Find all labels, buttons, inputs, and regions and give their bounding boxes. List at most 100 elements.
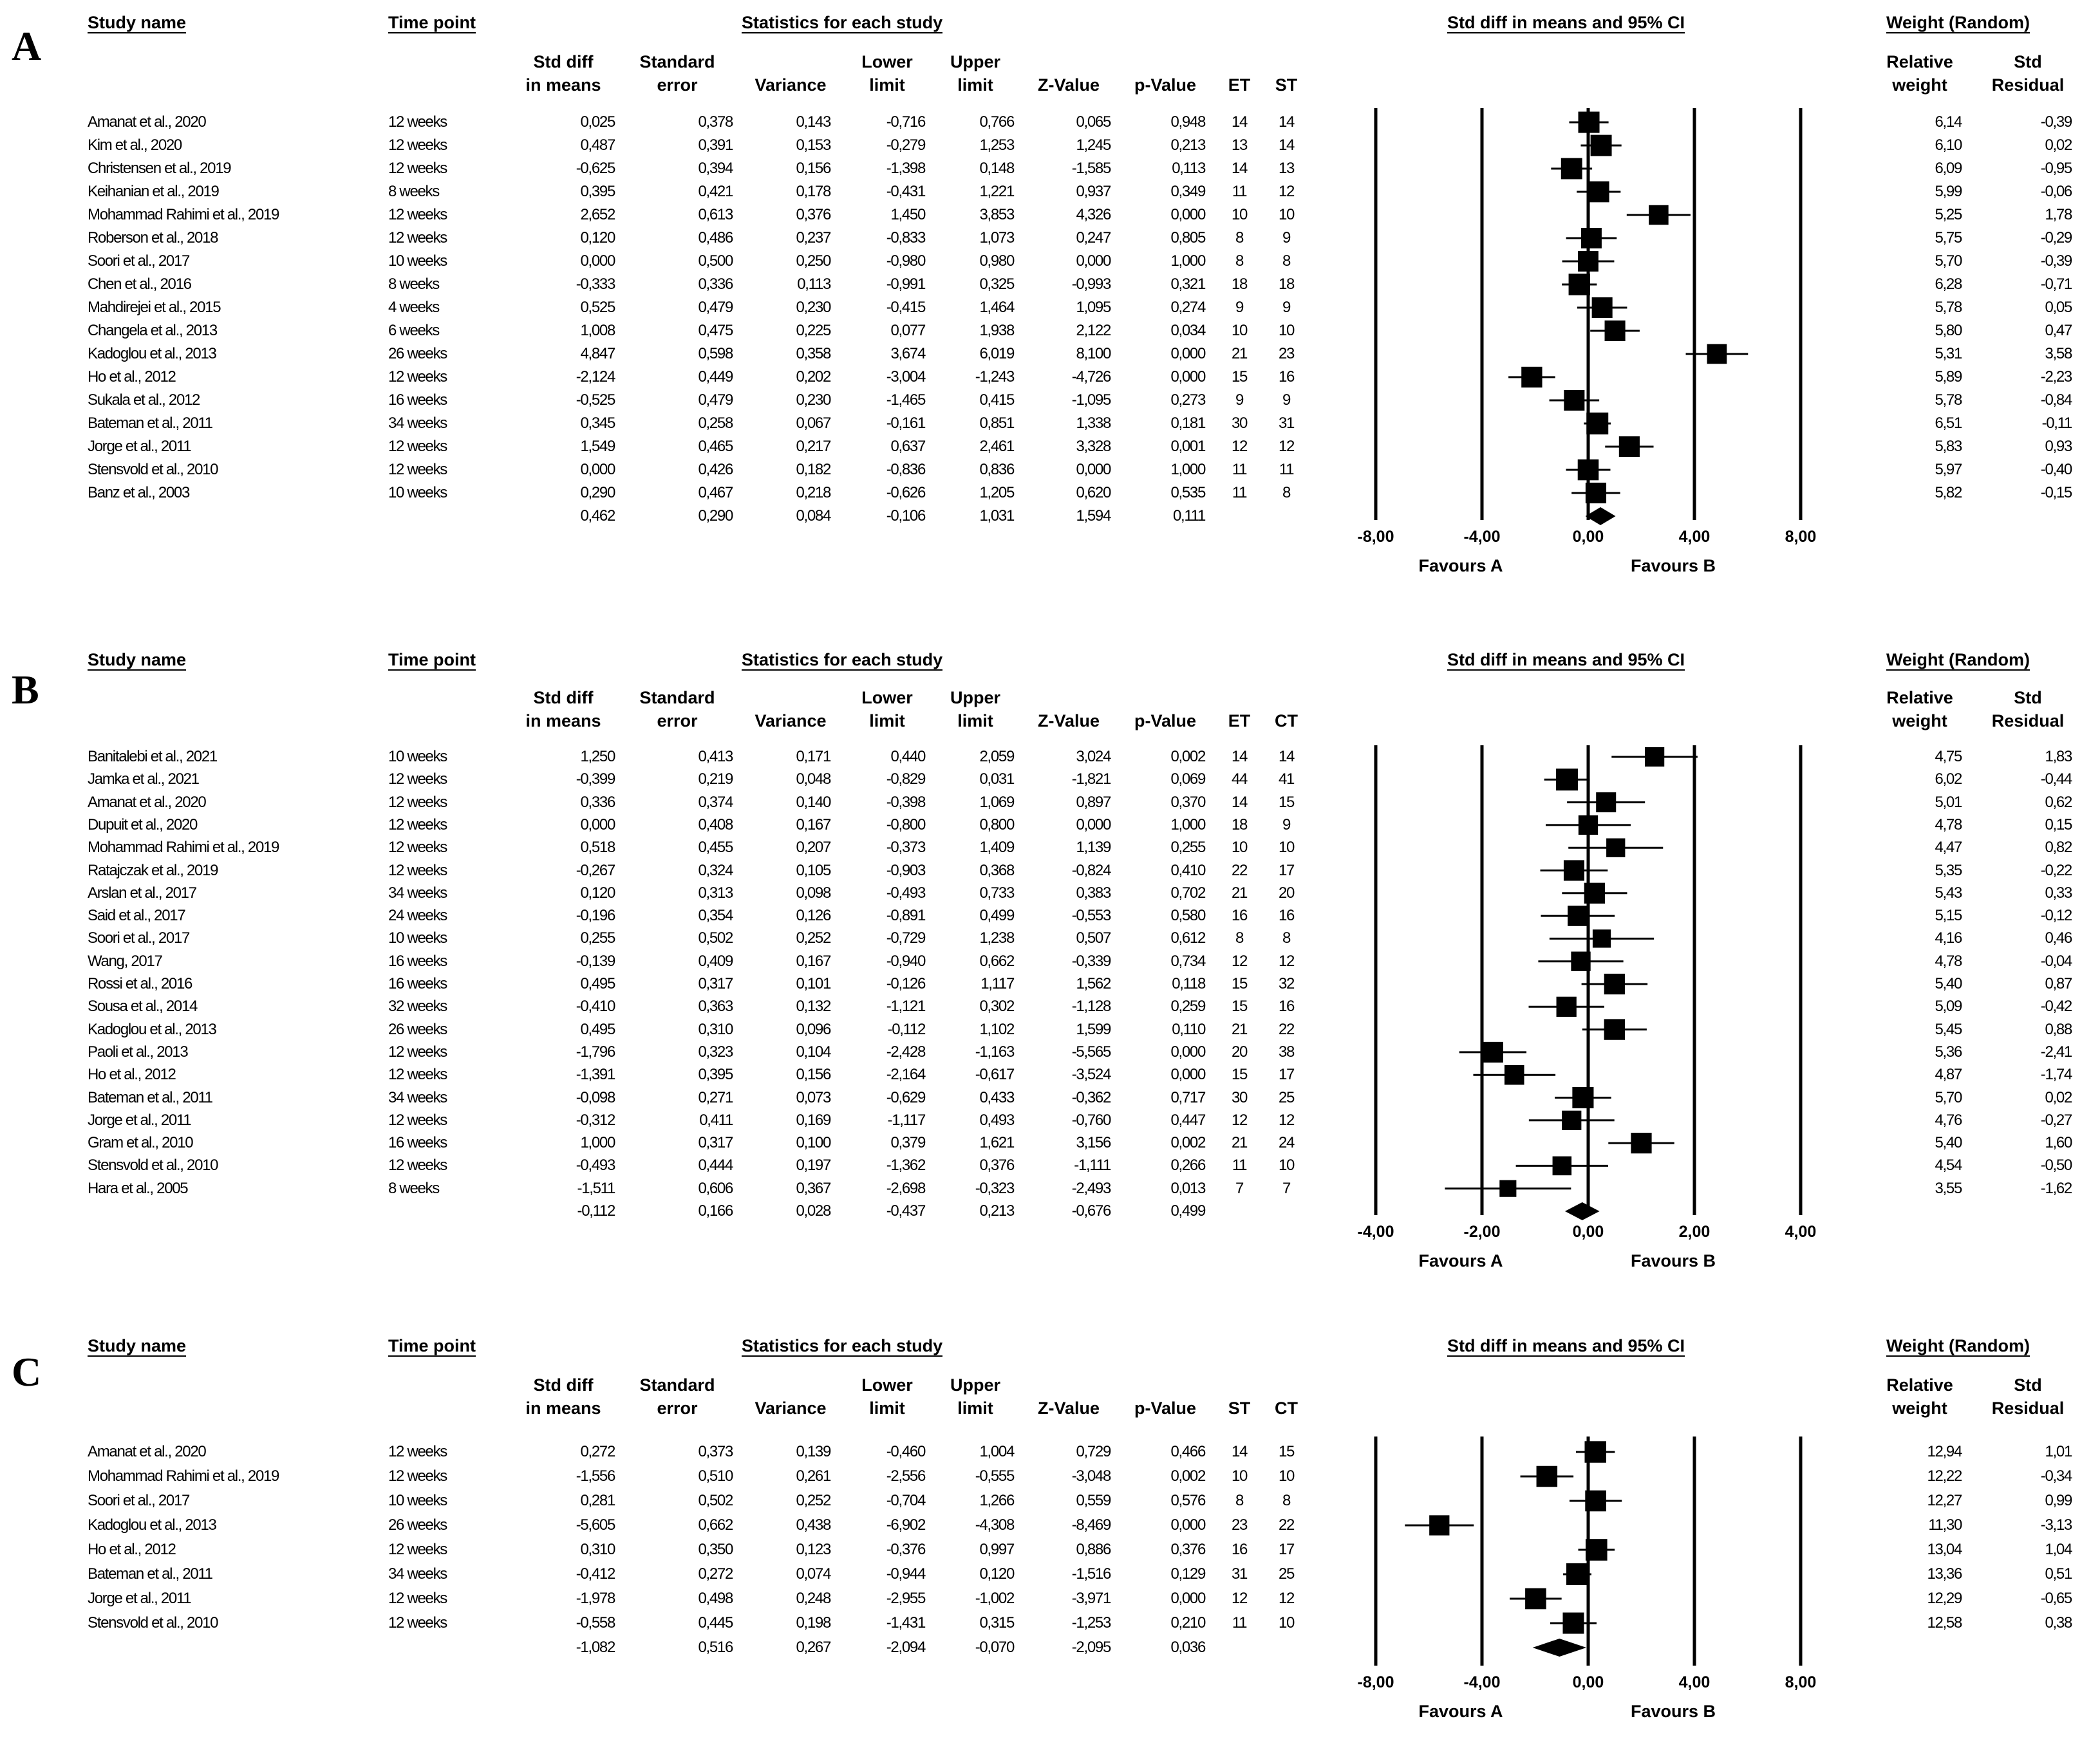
study-lo-value: -1,398: [886, 160, 926, 177]
study-res-value: -0,34: [2040, 1467, 2073, 1485]
column-header-line: Std: [2014, 688, 2042, 707]
column-header-var: Variance: [733, 73, 848, 97]
summary-var-value: 0,267: [796, 1639, 831, 1656]
study-z-value: -1,095: [1071, 391, 1112, 409]
column-header-line: Relative: [1886, 1375, 1953, 1395]
effect-square: [1588, 181, 1609, 203]
study-var-value: 0,367: [796, 1179, 831, 1197]
summary-se-value: 0,166: [698, 1202, 733, 1220]
study-se-value: 0,502: [698, 929, 733, 947]
statistics-header: Statistics for each study: [742, 13, 943, 33]
study-hi-value: 0,851: [979, 414, 1015, 432]
study-n2-value: 12: [1278, 1590, 1295, 1607]
study-hi-value: -1,002: [975, 1590, 1015, 1607]
study-res-value: -0,39: [2040, 113, 2073, 131]
study-z-value: 1,095: [1076, 299, 1111, 316]
study-var-value: 0,261: [796, 1467, 831, 1485]
study-n1-value: 30: [1231, 1088, 1248, 1106]
study-p-value: 0,034: [1170, 322, 1206, 339]
study-hi-value: 2,059: [979, 748, 1015, 765]
study-lo-value: -0,991: [886, 275, 926, 293]
study-hi-value: 0,315: [979, 1614, 1015, 1632]
time-point: 12 weeks: [388, 1111, 447, 1129]
study-var-value: 0,143: [796, 113, 831, 131]
study-var-value: 0,225: [796, 322, 831, 339]
study-n2-value: 8: [1282, 929, 1291, 947]
study-smd-value: 0,120: [580, 884, 615, 902]
study-z-value: 1,139: [1076, 839, 1111, 857]
column-header-z: Z-Value: [1011, 709, 1127, 732]
study-res-value: -0,15: [2040, 484, 2073, 501]
study-z-value: 0,729: [1076, 1443, 1111, 1460]
column-header-line: Std: [2014, 52, 2042, 71]
study-hi-value: -0,323: [975, 1179, 1015, 1197]
study-se-value: 0,323: [698, 1043, 733, 1061]
effect-square: [1564, 389, 1585, 411]
study-name: Mahdirejei et al., 2015: [88, 299, 221, 316]
study-p-value: 0,213: [1170, 136, 1206, 154]
column-header-line: Z-Value: [1037, 711, 1100, 730]
study-lo-value: -0,161: [886, 414, 926, 432]
study-smd-value: 0,336: [580, 793, 615, 811]
study-se-value: 0,475: [698, 322, 733, 339]
axis-tick-label: -8,00: [1358, 528, 1394, 546]
summary-hi-value: -0,070: [975, 1639, 1015, 1656]
column-header-smd: Std diff in means: [505, 50, 621, 97]
effect-square: [1618, 436, 1640, 458]
study-se-value: 0,350: [698, 1541, 733, 1558]
study-p-value: 0,948: [1170, 113, 1206, 131]
axis-tick-label: -4,00: [1358, 1223, 1394, 1241]
study-w-value: 12,94: [1927, 1443, 1962, 1460]
column-header-line: limit: [869, 75, 905, 95]
study-w-value: 6,14: [1935, 113, 1962, 131]
study-lo-value: -0,836: [886, 461, 926, 478]
study-z-value: 8,100: [1076, 345, 1111, 362]
time-point: 24 weeks: [388, 907, 447, 925]
column-header-line: Lower: [861, 1375, 913, 1395]
study-se-value: 0,421: [698, 183, 733, 200]
study-z-value: -0,760: [1071, 1111, 1112, 1129]
study-var-value: 0,230: [796, 391, 831, 409]
study-n2-value: 22: [1278, 1516, 1295, 1534]
study-smd-value: -0,196: [576, 907, 616, 925]
column-header-line: weight: [1892, 75, 1947, 95]
study-name: Banitalebi et al., 2021: [88, 748, 218, 765]
study-name: Kadoglou et al., 2013: [88, 345, 217, 362]
study-res-value: -0,04: [2040, 952, 2073, 970]
favours-left-label: Favours A: [1418, 1251, 1503, 1270]
effect-square: [1556, 996, 1577, 1017]
study-hi-value: 0,766: [979, 113, 1015, 131]
axis-tick-label: 4,00: [1679, 1673, 1711, 1691]
study-z-value: -3,971: [1071, 1590, 1112, 1607]
study-p-value: 0,000: [1170, 1066, 1206, 1084]
study-smd-value: -0,525: [576, 391, 616, 409]
study-var-value: 0,182: [796, 461, 831, 478]
study-var-value: 0,252: [796, 929, 831, 947]
column-header-se: Standard error: [619, 50, 735, 97]
effect-square: [1429, 1515, 1450, 1536]
study-lo-value: -0,944: [886, 1565, 926, 1583]
column-header-line: in means: [525, 75, 601, 95]
summary-var-value: 0,028: [796, 1202, 831, 1220]
column-header-line: Std diff: [533, 1375, 594, 1395]
summary-lo-value: -0,106: [886, 507, 926, 525]
study-smd-value: 0,290: [580, 484, 615, 501]
study-se-value: 0,510: [698, 1467, 733, 1485]
study-var-value: 0,250: [796, 252, 831, 270]
study-smd-value: 0,000: [580, 461, 615, 478]
study-hi-value: 1,464: [979, 299, 1015, 316]
study-se-value: 0,449: [698, 368, 733, 386]
study-n1-value: 44: [1231, 770, 1248, 788]
study-n2-value: 25: [1278, 1088, 1295, 1106]
study-se-value: 0,394: [698, 160, 733, 177]
study-w-value: 5,15: [1935, 907, 1962, 925]
study-n2-value: 32: [1278, 975, 1295, 992]
effect-square: [1566, 1563, 1589, 1585]
study-var-value: 0,252: [796, 1492, 831, 1509]
study-p-value: 0,181: [1170, 414, 1206, 432]
study-smd-value: -0,267: [576, 861, 616, 879]
summary-hi-value: 1,031: [979, 507, 1015, 525]
study-smd-value: -0,410: [576, 998, 616, 1016]
study-name: Arslan et al., 2017: [88, 884, 197, 902]
study-name: Mohammad Rahimi et al., 2019: [88, 839, 279, 857]
